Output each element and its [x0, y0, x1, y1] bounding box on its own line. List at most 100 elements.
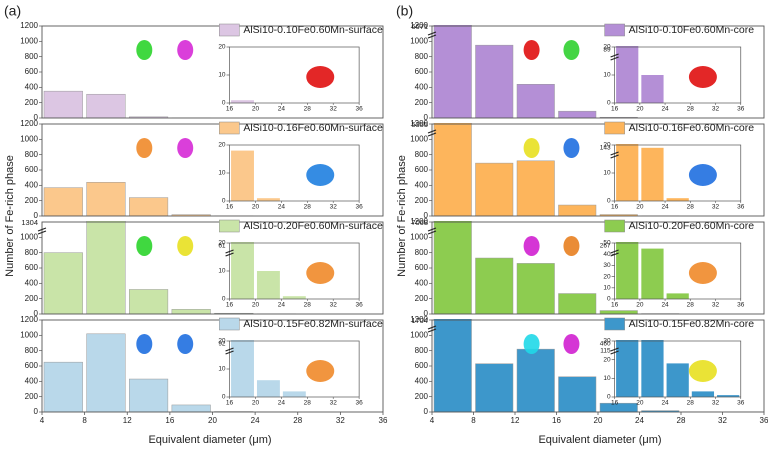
inset-bars	[231, 150, 280, 201]
inset-x-tick-label: 36	[737, 106, 745, 113]
bars	[433, 319, 763, 412]
y-tick-label: 1000	[20, 330, 38, 339]
y-tick-label: 0	[222, 100, 226, 107]
bar	[433, 25, 472, 118]
inset-x-tick-label: 28	[687, 400, 695, 407]
inset-x-tick-label: 20	[636, 106, 644, 113]
inset-x-tick-label: 20	[252, 204, 260, 211]
y-tick-label: 10	[603, 375, 611, 382]
inset-bars	[616, 46, 664, 103]
y-tick-label: 1200	[410, 119, 428, 128]
bar	[475, 162, 514, 216]
y-tick-label: 600	[25, 263, 39, 272]
y-tick-label: 20	[218, 44, 226, 51]
axis-break	[610, 53, 619, 61]
particle-image	[563, 40, 580, 60]
inset-x-tick-label: 24	[278, 400, 286, 407]
inset-x-tick-label: 32	[330, 106, 338, 113]
x-tick-label: 32	[718, 416, 727, 425]
y-tick-label: 400	[25, 278, 39, 287]
y-tick-label: 1000	[20, 36, 38, 45]
x-tick-label: 32	[336, 416, 345, 425]
inset-x-tick-label: 24	[661, 302, 669, 309]
y-tick-label: 10	[218, 72, 226, 79]
legend-label: AlSi10-0.15Fe0.82Mn-core	[629, 318, 755, 330]
bars	[433, 123, 680, 216]
y-break-label: 1304	[21, 218, 38, 227]
particle-image	[177, 138, 194, 158]
y-tick-label: 400	[415, 376, 429, 385]
inset-x-tick-label: 24	[278, 302, 286, 309]
y-tick-label: 0	[424, 113, 429, 122]
y-tick-label: 0	[222, 198, 226, 205]
inset-x-tick-label: 16	[226, 106, 234, 113]
y-tick-label: 10	[603, 72, 611, 79]
axis-break	[610, 347, 619, 355]
x-tick-label: 20	[594, 416, 603, 425]
particle-image	[177, 236, 194, 256]
x-tick-label: 36	[760, 416, 768, 425]
legend-swatch	[604, 219, 625, 233]
y-tick-label: 30	[603, 338, 611, 345]
x-tick-label: 8	[82, 416, 87, 425]
y-tick-label: 800	[25, 52, 39, 61]
particle-image	[306, 360, 335, 382]
y-tick-label: 800	[415, 150, 429, 159]
inset-bars	[231, 100, 254, 103]
bar	[516, 263, 555, 314]
y-tick-label: 800	[415, 248, 429, 257]
legend-swatch	[219, 121, 240, 135]
axis-break	[427, 227, 437, 235]
y-tick-label: 600	[415, 67, 429, 76]
legend-swatch	[219, 219, 240, 233]
particle-image	[523, 236, 540, 256]
bar	[666, 198, 689, 201]
inset-x-tick-label: 20	[252, 106, 260, 113]
axis-break	[427, 129, 437, 137]
inset-x-tick-label: 32	[330, 204, 338, 211]
bar	[475, 44, 514, 118]
inset-x-tick-label: 24	[661, 204, 669, 211]
inset-x-tick-label: 16	[226, 302, 234, 309]
bar	[43, 187, 83, 216]
inset-x-tick-label: 36	[356, 400, 364, 407]
bar	[558, 204, 597, 216]
y-tick-label: 0	[607, 100, 611, 107]
particle-image	[563, 236, 580, 256]
y-break-label: 460	[600, 341, 611, 348]
y-tick-label: 1200	[410, 315, 428, 324]
y-tick-label: 1200	[20, 119, 38, 128]
axis-break	[427, 31, 437, 39]
x-tick-label: 12	[511, 416, 520, 425]
y-tick-label: 800	[415, 52, 429, 61]
y-tick-label: 0	[607, 198, 611, 205]
bar	[616, 46, 639, 103]
bar	[43, 252, 83, 314]
inset-bg	[229, 47, 360, 103]
legend-swatch	[604, 23, 625, 37]
x-tick-label: 8	[471, 416, 476, 425]
particle-image	[688, 360, 717, 382]
legend-label: AlSi10-0.20Fe0.60Mn-surface	[243, 220, 383, 232]
y-tick-label: 50	[603, 240, 611, 247]
y-tick-label: 800	[25, 346, 39, 355]
bar	[666, 363, 689, 397]
bar	[599, 310, 638, 314]
inset-bars	[231, 242, 306, 299]
y-tick-label: 400	[25, 376, 39, 385]
y-tick-label: 0	[607, 296, 611, 303]
bar	[231, 340, 254, 397]
inset-x-tick-label: 32	[712, 204, 720, 211]
bar	[433, 319, 472, 412]
y-tick-label: 200	[415, 294, 429, 303]
y-tick-label: 200	[25, 392, 39, 401]
y-axis-label: Number of Fe-rich phase	[396, 155, 408, 277]
bar	[129, 289, 169, 314]
y-break-label: 143	[600, 145, 611, 152]
inset-x-tick-label: 32	[712, 106, 720, 113]
y-tick-label: 600	[415, 263, 429, 272]
axis-break	[610, 249, 619, 257]
inset-bars	[616, 144, 689, 201]
x-tick-label: 24	[635, 416, 644, 425]
inset-x-tick-label: 24	[278, 204, 286, 211]
